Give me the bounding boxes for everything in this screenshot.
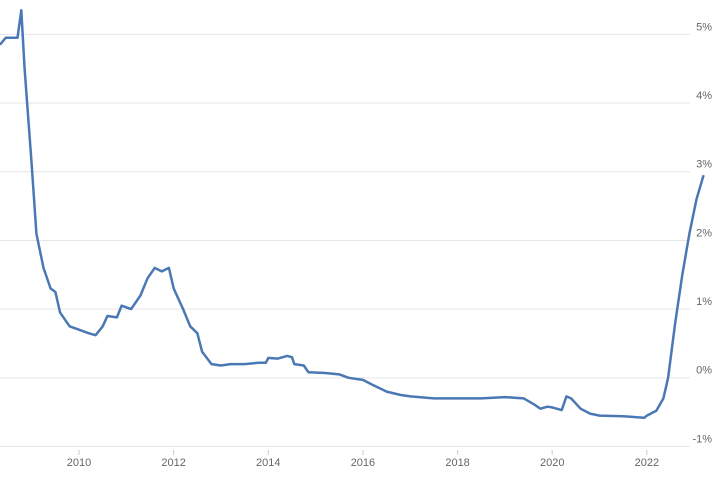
y-tick-label: 5% <box>696 21 712 33</box>
x-tick-label: 2014 <box>256 457 280 469</box>
y-tick-label: 3% <box>696 159 712 171</box>
y-tick-label: 0% <box>696 365 712 377</box>
x-tick-label: 2012 <box>161 457 185 469</box>
y-tick-label: -1% <box>692 433 712 445</box>
x-tick-label: 2010 <box>67 457 91 469</box>
y-tick-label: 2% <box>696 227 712 239</box>
x-tick-label: 2018 <box>445 457 469 469</box>
x-tick-label: 2016 <box>351 457 375 469</box>
x-tick-label: 2020 <box>540 457 564 469</box>
line <box>0 9 705 419</box>
x-tick-label: 2022 <box>635 457 659 469</box>
y-tick-label: 1% <box>696 296 712 308</box>
y-tick-label: 4% <box>696 90 712 102</box>
